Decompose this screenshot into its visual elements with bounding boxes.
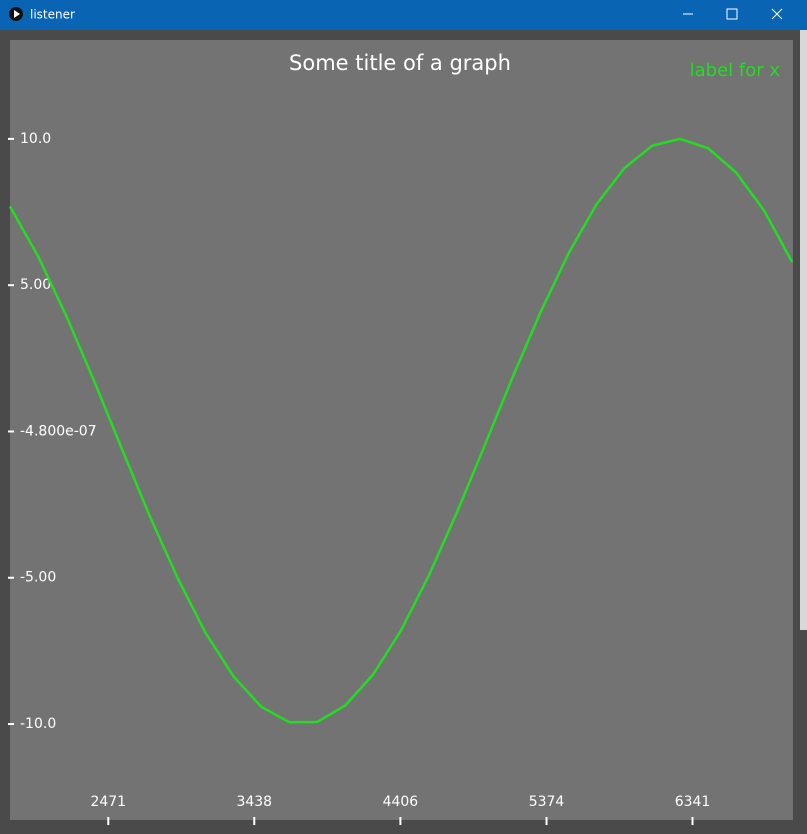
app-icon-glyph <box>14 10 20 18</box>
y-tick-label: -4.800e-07 <box>20 423 97 439</box>
annotation: label for x <box>690 60 781 81</box>
x-tick-label: 3438 <box>236 794 272 810</box>
x-tick-label: 2471 <box>90 794 126 810</box>
y-tick-label: 5.00 <box>20 277 51 293</box>
x-tick-label: 5374 <box>529 794 565 810</box>
title-bar <box>0 0 807 30</box>
plot-area <box>10 40 793 820</box>
y-tick-label: -10.0 <box>20 716 56 732</box>
line-series <box>8 137 794 724</box>
close-button[interactable] <box>771 8 783 20</box>
x-tick-label: 6341 <box>675 794 711 810</box>
y-tick-label: 10.0 <box>20 131 51 147</box>
y-tick-label: -5.00 <box>20 570 56 586</box>
background-window <box>800 30 807 630</box>
chart-title: Some title of a graph <box>289 51 511 75</box>
maximize-button[interactable] <box>726 8 738 20</box>
x-tick-label: 4406 <box>383 794 419 810</box>
window-title: listener <box>30 8 75 22</box>
